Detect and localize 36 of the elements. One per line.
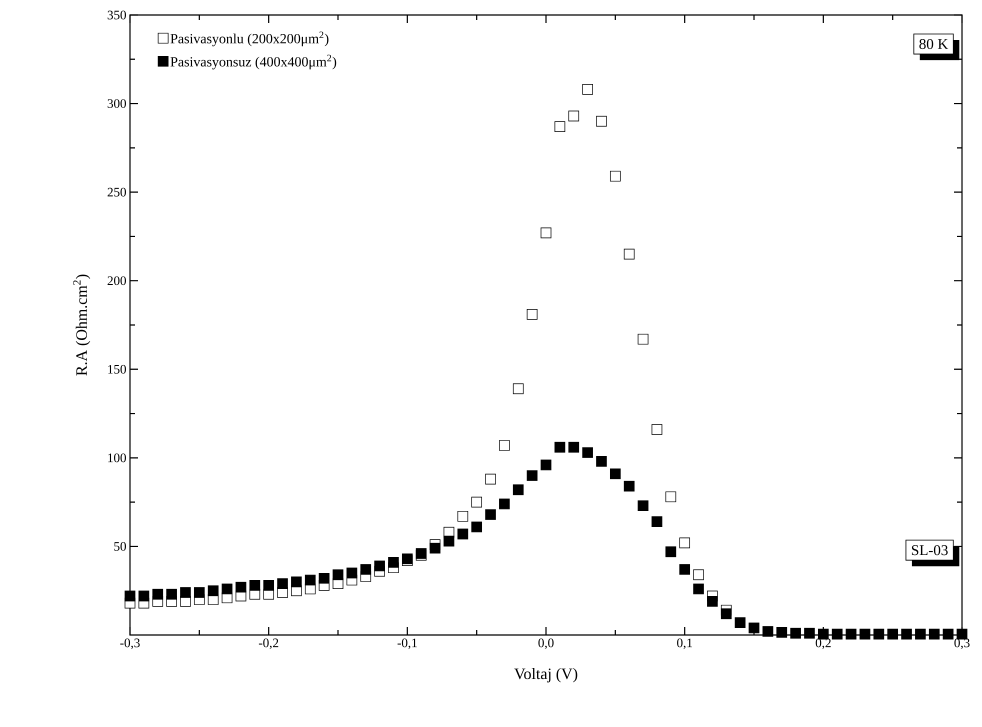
point: [471, 496, 482, 508]
point: [499, 440, 510, 451]
y-tick-label: 200: [108, 276, 126, 286]
point: [526, 309, 538, 320]
point: [679, 538, 690, 548]
point: [665, 491, 676, 502]
y-tick-label: 100: [108, 453, 126, 462]
y-tick-label: 150: [108, 364, 126, 374]
point: [596, 116, 607, 127]
x-tick-label: -0,2: [258, 638, 278, 650]
point: [610, 170, 621, 182]
y-tick-label: 350: [108, 10, 126, 20]
y-axis-title: R.A (Ohm.cm$^{2}$): [73, 274, 90, 376]
point: [638, 334, 648, 345]
point: [568, 110, 580, 122]
point: [693, 569, 704, 580]
legend-label: Pasivasyonsuz (400x400μm$^{2}$): [170, 54, 336, 70]
point: [512, 383, 524, 394]
y-tick-label: 50: [114, 542, 126, 551]
x-axis-title: Voltaj (V): [514, 668, 578, 682]
y-tick-label: 250: [108, 188, 126, 197]
point: [485, 474, 496, 484]
y-tick-label: 300: [108, 99, 126, 108]
point: [540, 228, 552, 238]
point: [554, 121, 566, 132]
point: [457, 510, 468, 522]
x-tick-label: -0,1: [398, 638, 417, 650]
point: [582, 84, 593, 95]
annotation: SL-03: [912, 545, 948, 556]
x-tick-label: 0,0: [538, 638, 554, 650]
point: [624, 248, 635, 260]
point: [652, 424, 662, 435]
x-tick-label: 0,1: [677, 638, 692, 650]
x-tick-label: -0,3: [120, 638, 140, 650]
annotation: 80 K: [919, 38, 948, 50]
legend-label: Pasivasyonlu (200x200μm$^{2}$): [170, 32, 328, 46]
